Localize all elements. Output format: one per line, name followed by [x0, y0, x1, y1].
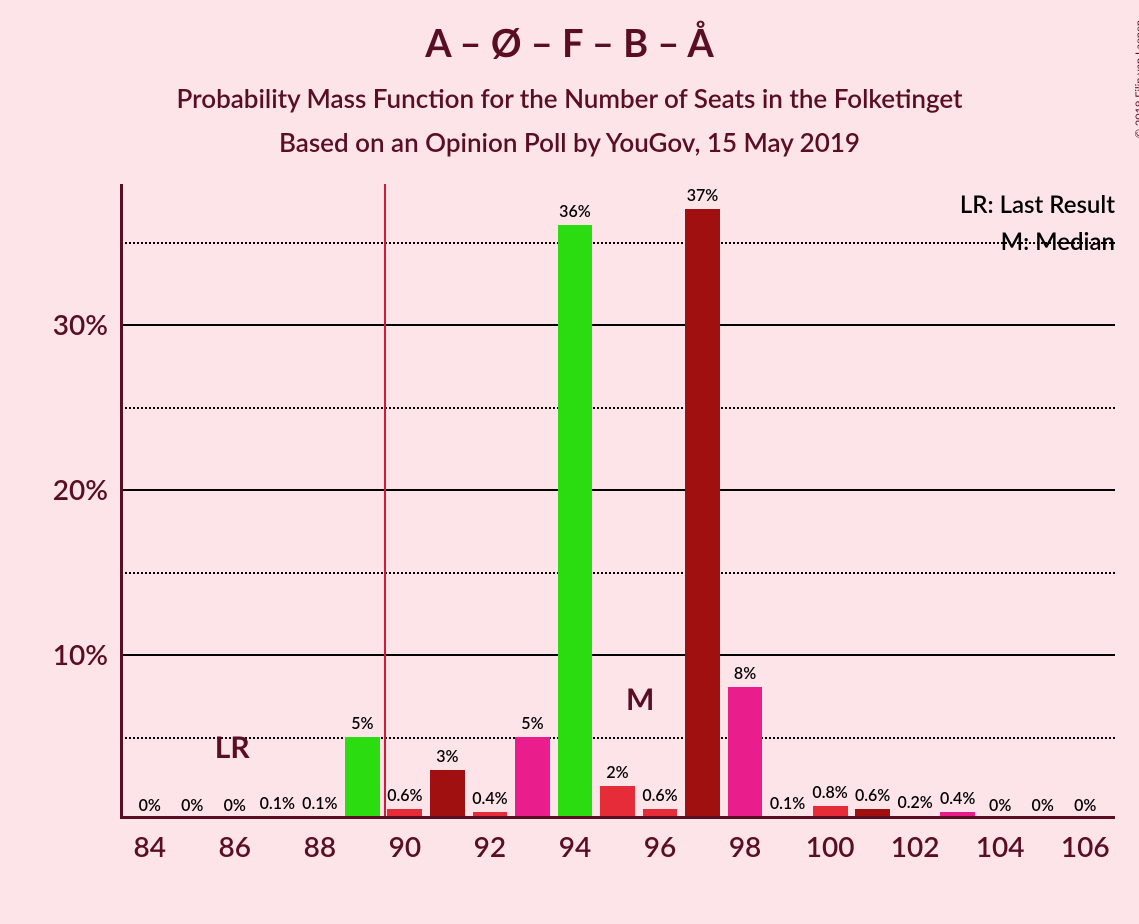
bar: 3% — [430, 770, 465, 819]
bar-value-label: 8% — [734, 664, 756, 687]
x-axis-label: 88 — [304, 819, 336, 863]
plot-area: LR: Last Result M: Median 10%20%30%0%0%0… — [120, 184, 1115, 819]
y-axis-label: 30% — [53, 307, 120, 341]
bar-value-label: 36% — [559, 202, 591, 225]
y-axis — [120, 184, 123, 819]
bar-value-label: 3% — [436, 747, 458, 770]
bar-value-label: 2% — [606, 763, 628, 786]
gridline — [120, 407, 1115, 409]
bar-value-label: 0.4% — [940, 789, 975, 812]
x-axis-label: 84 — [134, 819, 166, 863]
bar-value-label: 0.6% — [642, 786, 677, 809]
legend: LR: Last Result M: Median — [960, 190, 1115, 256]
bar-value-label: 5% — [521, 714, 543, 737]
bar-value-label: 0.4% — [472, 789, 507, 812]
bar: 5% — [515, 737, 550, 819]
gridline — [120, 737, 1115, 739]
x-axis-label: 96 — [644, 819, 676, 863]
chart-subtitle-1: Probability Mass Function for the Number… — [0, 82, 1139, 114]
chart-subtitle-2: Based on an Opinion Poll by YouGov, 15 M… — [0, 126, 1139, 158]
chart-title: A – Ø – F – B – Å — [0, 0, 1139, 66]
x-axis-label: 104 — [976, 819, 1025, 863]
bar-value-label: 0.1% — [302, 794, 337, 817]
bar-value-label: 0.6% — [855, 786, 890, 809]
gridline — [120, 242, 1115, 244]
gridline — [120, 572, 1115, 574]
bar-value-label: 0.1% — [260, 794, 295, 817]
gridline — [120, 324, 1115, 326]
x-axis-label: 86 — [219, 819, 251, 863]
gridline — [120, 654, 1115, 656]
x-axis-label: 106 — [1061, 819, 1110, 863]
x-axis-label: 98 — [729, 819, 761, 863]
legend-lr: LR: Last Result — [960, 190, 1115, 219]
x-axis-label: 94 — [559, 819, 591, 863]
bar: 36% — [558, 225, 593, 819]
bar: 5% — [345, 737, 380, 819]
bar: 8% — [728, 687, 763, 819]
x-axis — [120, 816, 1115, 819]
y-axis-label: 10% — [53, 637, 120, 671]
bar-value-label: 0.1% — [770, 794, 805, 817]
x-axis-label: 92 — [474, 819, 506, 863]
bar-value-label: 0.6% — [387, 786, 422, 809]
gridline — [120, 489, 1115, 491]
x-axis-label: 100 — [806, 819, 855, 863]
median-marker-label: M — [626, 681, 654, 717]
bar-value-label: 0.8% — [812, 783, 847, 806]
bar-value-label: 0.2% — [897, 793, 932, 816]
x-axis-label: 102 — [891, 819, 940, 863]
bar: 2% — [600, 786, 635, 819]
lr-marker-label: LR — [215, 729, 250, 765]
copyright-text: © 2019 Filip van Laenen — [1133, 20, 1139, 138]
bar-value-label: 5% — [351, 714, 373, 737]
last-result-line — [384, 184, 386, 819]
bar: 37% — [685, 209, 720, 819]
y-axis-label: 20% — [53, 472, 120, 506]
x-axis-label: 90 — [389, 819, 421, 863]
bar-value-label: 37% — [687, 186, 719, 209]
